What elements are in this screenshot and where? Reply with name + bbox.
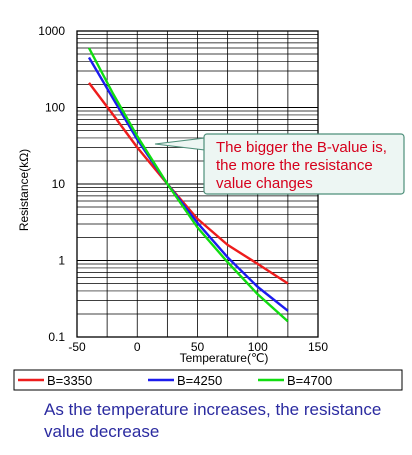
annotation-pointer (154, 137, 206, 151)
x-tick-label: 50 (191, 340, 205, 354)
y-tick-label: 0.1 (48, 330, 65, 344)
annotation-line-2: the more the resistance (216, 157, 373, 174)
legend-label-b4700: B=4700 (287, 373, 332, 388)
annotation-box (203, 133, 405, 195)
chart-caption: As the temperature increases, the resist… (44, 400, 382, 441)
y-tick-label: 1000 (38, 24, 65, 38)
y-tick-label: 1 (58, 254, 65, 268)
y-tick-label: 100 (45, 101, 65, 115)
x-tick-label: -50 (68, 340, 86, 354)
x-axis-title: Temperature(℃) (180, 351, 269, 365)
x-tick-label: 150 (308, 340, 328, 354)
y-axis-title: Resistance(kΩ) (17, 149, 31, 231)
annotation-line-1: The bigger the B-value is, (216, 139, 387, 156)
legend-label-b3350: B=3350 (47, 373, 92, 388)
chart-tick-labels: -50 0 50 100 150 0.1 1 10 100 1000 (38, 24, 328, 354)
series-line-b4700 (87, 47, 289, 323)
y-tick-label: 10 (52, 177, 66, 191)
x-tick-label: 0 (134, 340, 141, 354)
series-line-b4250 (87, 56, 289, 312)
x-tick-label: 100 (248, 340, 268, 354)
annotation-line-3: value changes (216, 175, 313, 192)
series-line-b3350 (88, 82, 289, 285)
legend-box (13, 369, 403, 391)
chart-series-lines (87, 47, 289, 323)
legend-label-b4250: B=4250 (177, 373, 222, 388)
